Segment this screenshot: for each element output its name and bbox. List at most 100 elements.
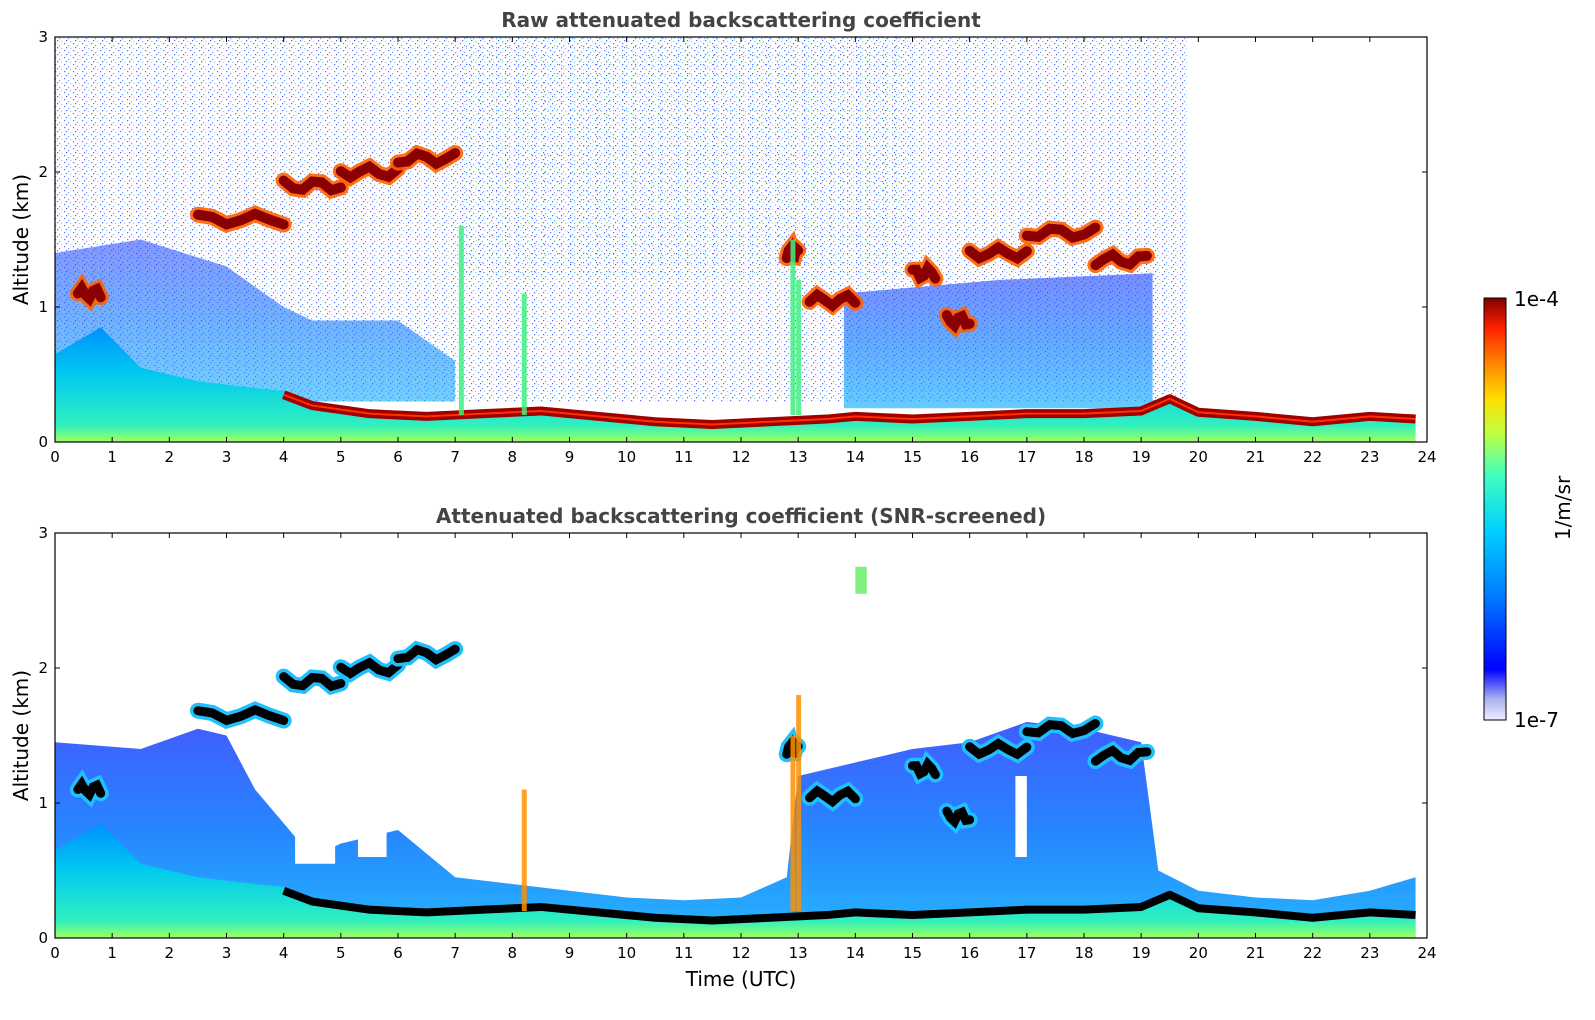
precip-streak bbox=[521, 293, 527, 415]
raw-backscatter-panel: 0 1 2 3 4 5 6 7 8 9 10 11 12 13 14 15 16 17 18 19 20 21 22 23 24… bbox=[9, 8, 1437, 466]
cloud-layer bbox=[804, 288, 861, 312]
colorbar-max-label: 1e-4 bbox=[1514, 287, 1559, 311]
x-tick-label: 1 bbox=[107, 448, 117, 466]
x-tick-label: 17 bbox=[1017, 448, 1036, 466]
x-tick-label: 7 bbox=[450, 448, 460, 466]
cloud-layer bbox=[941, 309, 975, 334]
x-tick-label: 9 bbox=[565, 944, 575, 962]
x-tick-label: 10 bbox=[617, 944, 636, 962]
aerosol-region bbox=[55, 239, 456, 402]
precip-streak bbox=[521, 789, 527, 911]
y-tick-label: 3 bbox=[38, 524, 48, 542]
x-tick-label: 3 bbox=[222, 944, 232, 962]
high-aerosol-patch bbox=[855, 566, 867, 594]
x-tick-label: 18 bbox=[1074, 448, 1093, 466]
cloud-layer bbox=[72, 278, 106, 307]
x-tick-label: 24 bbox=[1417, 448, 1436, 466]
heatmap-layers bbox=[55, 37, 1416, 442]
cloud-layer bbox=[393, 644, 460, 666]
x-tick-label: 19 bbox=[1132, 944, 1151, 962]
x-tick-label: 3 bbox=[222, 448, 232, 466]
x-axis-label: Time (UTC) bbox=[685, 967, 797, 991]
x-tick-label: 19 bbox=[1132, 448, 1151, 466]
x-tick-label: 18 bbox=[1074, 944, 1093, 962]
cloud-layer bbox=[907, 259, 941, 285]
cloud-layer bbox=[193, 704, 289, 726]
x-tick-label: 21 bbox=[1246, 448, 1265, 466]
x-tick-label: 23 bbox=[1360, 944, 1379, 962]
x-tick-label: 21 bbox=[1246, 944, 1265, 962]
y-tick-label: 0 bbox=[38, 929, 48, 947]
x-tick-label: 20 bbox=[1189, 944, 1208, 962]
x-tick-label: 22 bbox=[1303, 944, 1322, 962]
precip-streak bbox=[796, 695, 802, 911]
x-tick-label: 8 bbox=[508, 944, 518, 962]
screened-gap bbox=[295, 695, 336, 864]
raw-backscatter-heatmap bbox=[55, 37, 1416, 442]
x-tick-label: 4 bbox=[279, 448, 289, 466]
cloud-layer bbox=[73, 775, 106, 802]
cloud-layer bbox=[805, 785, 860, 808]
raw-y-ticks: 0 1 2 3 bbox=[38, 28, 1427, 451]
cloud-layer bbox=[1090, 745, 1152, 766]
y-tick-label: 2 bbox=[38, 163, 48, 181]
x-tick-label: 6 bbox=[393, 448, 403, 466]
x-tick-label: 9 bbox=[565, 448, 575, 466]
precip-streak bbox=[796, 280, 802, 415]
x-tick-label: 5 bbox=[336, 944, 346, 962]
x-tick-label: 10 bbox=[617, 448, 636, 466]
colorbar-gradient bbox=[1483, 297, 1507, 721]
heatmap-layers bbox=[55, 566, 1416, 938]
cloud-layer bbox=[393, 148, 461, 170]
raw-x-ticks: 0 1 2 3 4 5 6 7 8 9 10 11 12 13 14 15 16 17 18 19 20 21 22 23 24 bbox=[50, 37, 1437, 466]
x-tick-label: 15 bbox=[903, 448, 922, 466]
x-tick-label: 11 bbox=[674, 944, 693, 962]
x-tick-label: 12 bbox=[731, 944, 750, 962]
cloud-layer bbox=[278, 175, 346, 196]
cloud-layer bbox=[336, 657, 403, 679]
screened-gap bbox=[403, 681, 456, 830]
precip-streak bbox=[790, 735, 796, 911]
x-tick-label: 17 bbox=[1017, 944, 1036, 962]
x-tick-label: 5 bbox=[336, 448, 346, 466]
y-tick-label: 1 bbox=[38, 298, 48, 316]
screened-x-ticks: 0 1 2 3 4 5 6 7 8 9 10 11 12 13 14 15 16 17 18 19 20 21 22 23 24 bbox=[50, 533, 1437, 962]
raw-chart-title: Raw attenuated backscattering coefficien… bbox=[501, 8, 981, 32]
x-tick-label: 4 bbox=[279, 944, 289, 962]
precip-streak bbox=[790, 239, 796, 415]
boundary-layer-top-line bbox=[282, 887, 1416, 925]
cloud-layer bbox=[1021, 222, 1101, 243]
x-tick-label: 23 bbox=[1360, 448, 1379, 466]
x-tick-label: 24 bbox=[1417, 944, 1436, 962]
cloud-layer bbox=[335, 160, 403, 184]
cloud-layer bbox=[942, 806, 975, 829]
colorbar: 1e-4 1e-7 1/m/sr bbox=[1483, 287, 1575, 732]
cloud-layer bbox=[1090, 248, 1152, 271]
precip-streak bbox=[458, 226, 464, 415]
cloud-layer bbox=[279, 672, 346, 692]
screened-signal-region bbox=[55, 722, 1416, 938]
screened-gap bbox=[357, 681, 387, 857]
screened-y-ticks: 0 1 2 3 bbox=[38, 524, 1427, 947]
x-tick-label: 7 bbox=[450, 944, 460, 962]
x-tick-label: 14 bbox=[846, 448, 865, 466]
colorbar-unit-label: 1/m/sr bbox=[1551, 475, 1575, 540]
screened-chart-title: Attenuated backscattering coefficient (S… bbox=[436, 504, 1046, 528]
cloud-layer bbox=[192, 208, 289, 230]
x-tick-label: 20 bbox=[1189, 448, 1208, 466]
x-tick-label: 1 bbox=[107, 944, 117, 962]
y-tick-label: 0 bbox=[38, 433, 48, 451]
boundary-layer-top-edge bbox=[283, 393, 1416, 426]
x-tick-label: 0 bbox=[50, 448, 60, 466]
raw-y-axis-label: Altitude (km) bbox=[9, 174, 33, 305]
x-tick-label: 6 bbox=[393, 944, 403, 962]
y-tick-label: 3 bbox=[38, 28, 48, 46]
x-tick-label: 13 bbox=[789, 944, 808, 962]
x-tick-label: 8 bbox=[508, 448, 518, 466]
y-tick-label: 1 bbox=[38, 794, 48, 812]
x-tick-label: 15 bbox=[903, 944, 922, 962]
aerosol-region-afternoon bbox=[843, 273, 1153, 409]
x-tick-label: 11 bbox=[674, 448, 693, 466]
cloud-layer bbox=[964, 241, 1032, 265]
